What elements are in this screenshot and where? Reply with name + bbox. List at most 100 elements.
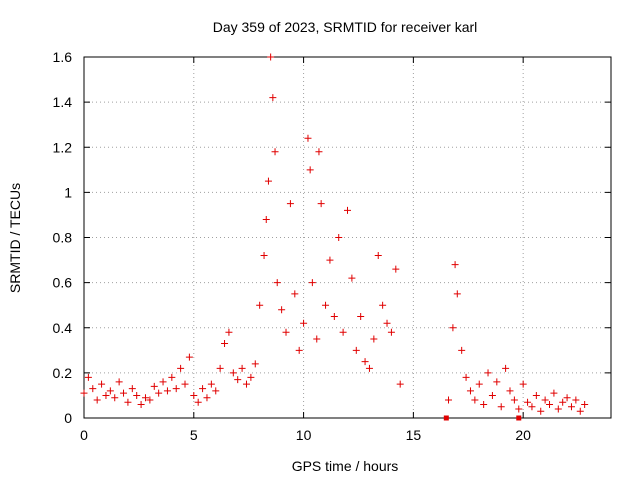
data-point	[247, 373, 255, 381]
data-point	[335, 234, 343, 241]
data-point	[458, 346, 466, 354]
data-point	[348, 274, 356, 282]
data-point	[344, 206, 351, 214]
data-point	[80, 389, 88, 397]
data-point	[271, 148, 279, 156]
data-point	[185, 353, 193, 361]
data-point	[361, 358, 369, 366]
data-point	[537, 407, 545, 415]
data-point	[379, 301, 387, 309]
data-point	[567, 403, 575, 411]
data-point	[471, 396, 479, 404]
y-tick-label: 1.6	[53, 49, 73, 65]
data-point	[493, 378, 501, 386]
data-point	[532, 391, 540, 399]
data-point	[137, 400, 145, 408]
data-point	[229, 369, 237, 377]
data-point	[563, 394, 571, 402]
x-tick-label: 20	[515, 427, 531, 443]
data-point	[300, 319, 308, 327]
data-point	[172, 385, 180, 393]
data-point	[282, 328, 290, 336]
x-axis-label: GPS time / hours	[292, 458, 399, 474]
x-tick-label: 10	[296, 427, 312, 443]
data-point	[365, 364, 373, 372]
data-point	[510, 396, 518, 404]
data-point	[554, 405, 562, 413]
data-point	[484, 369, 492, 377]
data-point	[374, 252, 382, 260]
data-point	[146, 396, 154, 404]
y-tick-label: 0.6	[53, 275, 73, 291]
data-point	[199, 385, 207, 393]
data-point	[133, 391, 141, 399]
data-point	[506, 387, 514, 395]
data-point	[449, 324, 457, 332]
data-point	[273, 279, 281, 287]
data-point	[155, 389, 163, 397]
grid-layer	[84, 57, 611, 418]
data-point	[221, 340, 229, 348]
data-point	[528, 403, 536, 411]
y-tick-label: 0	[64, 410, 72, 426]
data-point	[546, 400, 554, 408]
data-point	[256, 301, 264, 309]
data-point	[181, 380, 189, 388]
data-point	[190, 391, 198, 399]
data-point	[141, 394, 149, 402]
data-point	[267, 53, 275, 61]
plot-frame	[83, 56, 612, 419]
data-point	[159, 378, 167, 386]
data-point	[225, 328, 233, 336]
data-point	[322, 301, 330, 309]
x-tick-label: 0	[80, 427, 88, 443]
y-axis-label: SRMTID / TECUs	[7, 183, 23, 293]
data-point	[286, 200, 294, 208]
data-point	[260, 252, 268, 260]
data-point	[262, 215, 270, 223]
y-tick-label: 0.2	[53, 365, 73, 381]
data-point	[306, 166, 314, 174]
y-tick-label: 0.8	[53, 230, 73, 246]
data-point	[541, 396, 549, 404]
data-point	[128, 385, 136, 393]
data-point	[497, 403, 505, 411]
data-point	[396, 380, 404, 388]
data-point	[111, 394, 119, 402]
data-point	[462, 373, 470, 381]
y-tick-label: 0.4	[53, 320, 73, 336]
data-point	[238, 364, 246, 372]
data-point	[370, 335, 378, 343]
data-point	[392, 265, 400, 273]
data-point	[203, 394, 211, 402]
data-point	[559, 398, 567, 406]
y-axis: 0 0.2 0.4 0.6 0.8 1 1.2 1.4 1.6	[53, 49, 611, 426]
data-point	[93, 396, 101, 404]
data-point-square	[443, 415, 449, 421]
data-point	[387, 328, 395, 336]
data-point	[124, 398, 132, 406]
data-point	[115, 378, 123, 386]
data-point	[550, 389, 558, 397]
data-point	[502, 364, 510, 372]
data-point	[308, 279, 316, 287]
data-point	[120, 389, 128, 397]
data-point	[330, 312, 338, 320]
data-point	[251, 360, 259, 368]
y-tick-label: 1	[64, 184, 72, 200]
data-point	[357, 312, 365, 320]
data-point	[84, 373, 92, 381]
x-tick-label: 5	[190, 427, 198, 443]
data-point	[264, 177, 272, 185]
data-point	[451, 261, 459, 269]
data-point	[278, 306, 286, 314]
data-point	[475, 380, 483, 388]
y-tick-label: 1.2	[53, 139, 73, 155]
data-point	[163, 387, 171, 395]
data-point	[150, 382, 158, 390]
data-point	[576, 407, 584, 415]
data-points	[80, 53, 589, 421]
data-point	[212, 387, 220, 395]
data-point	[466, 387, 474, 395]
